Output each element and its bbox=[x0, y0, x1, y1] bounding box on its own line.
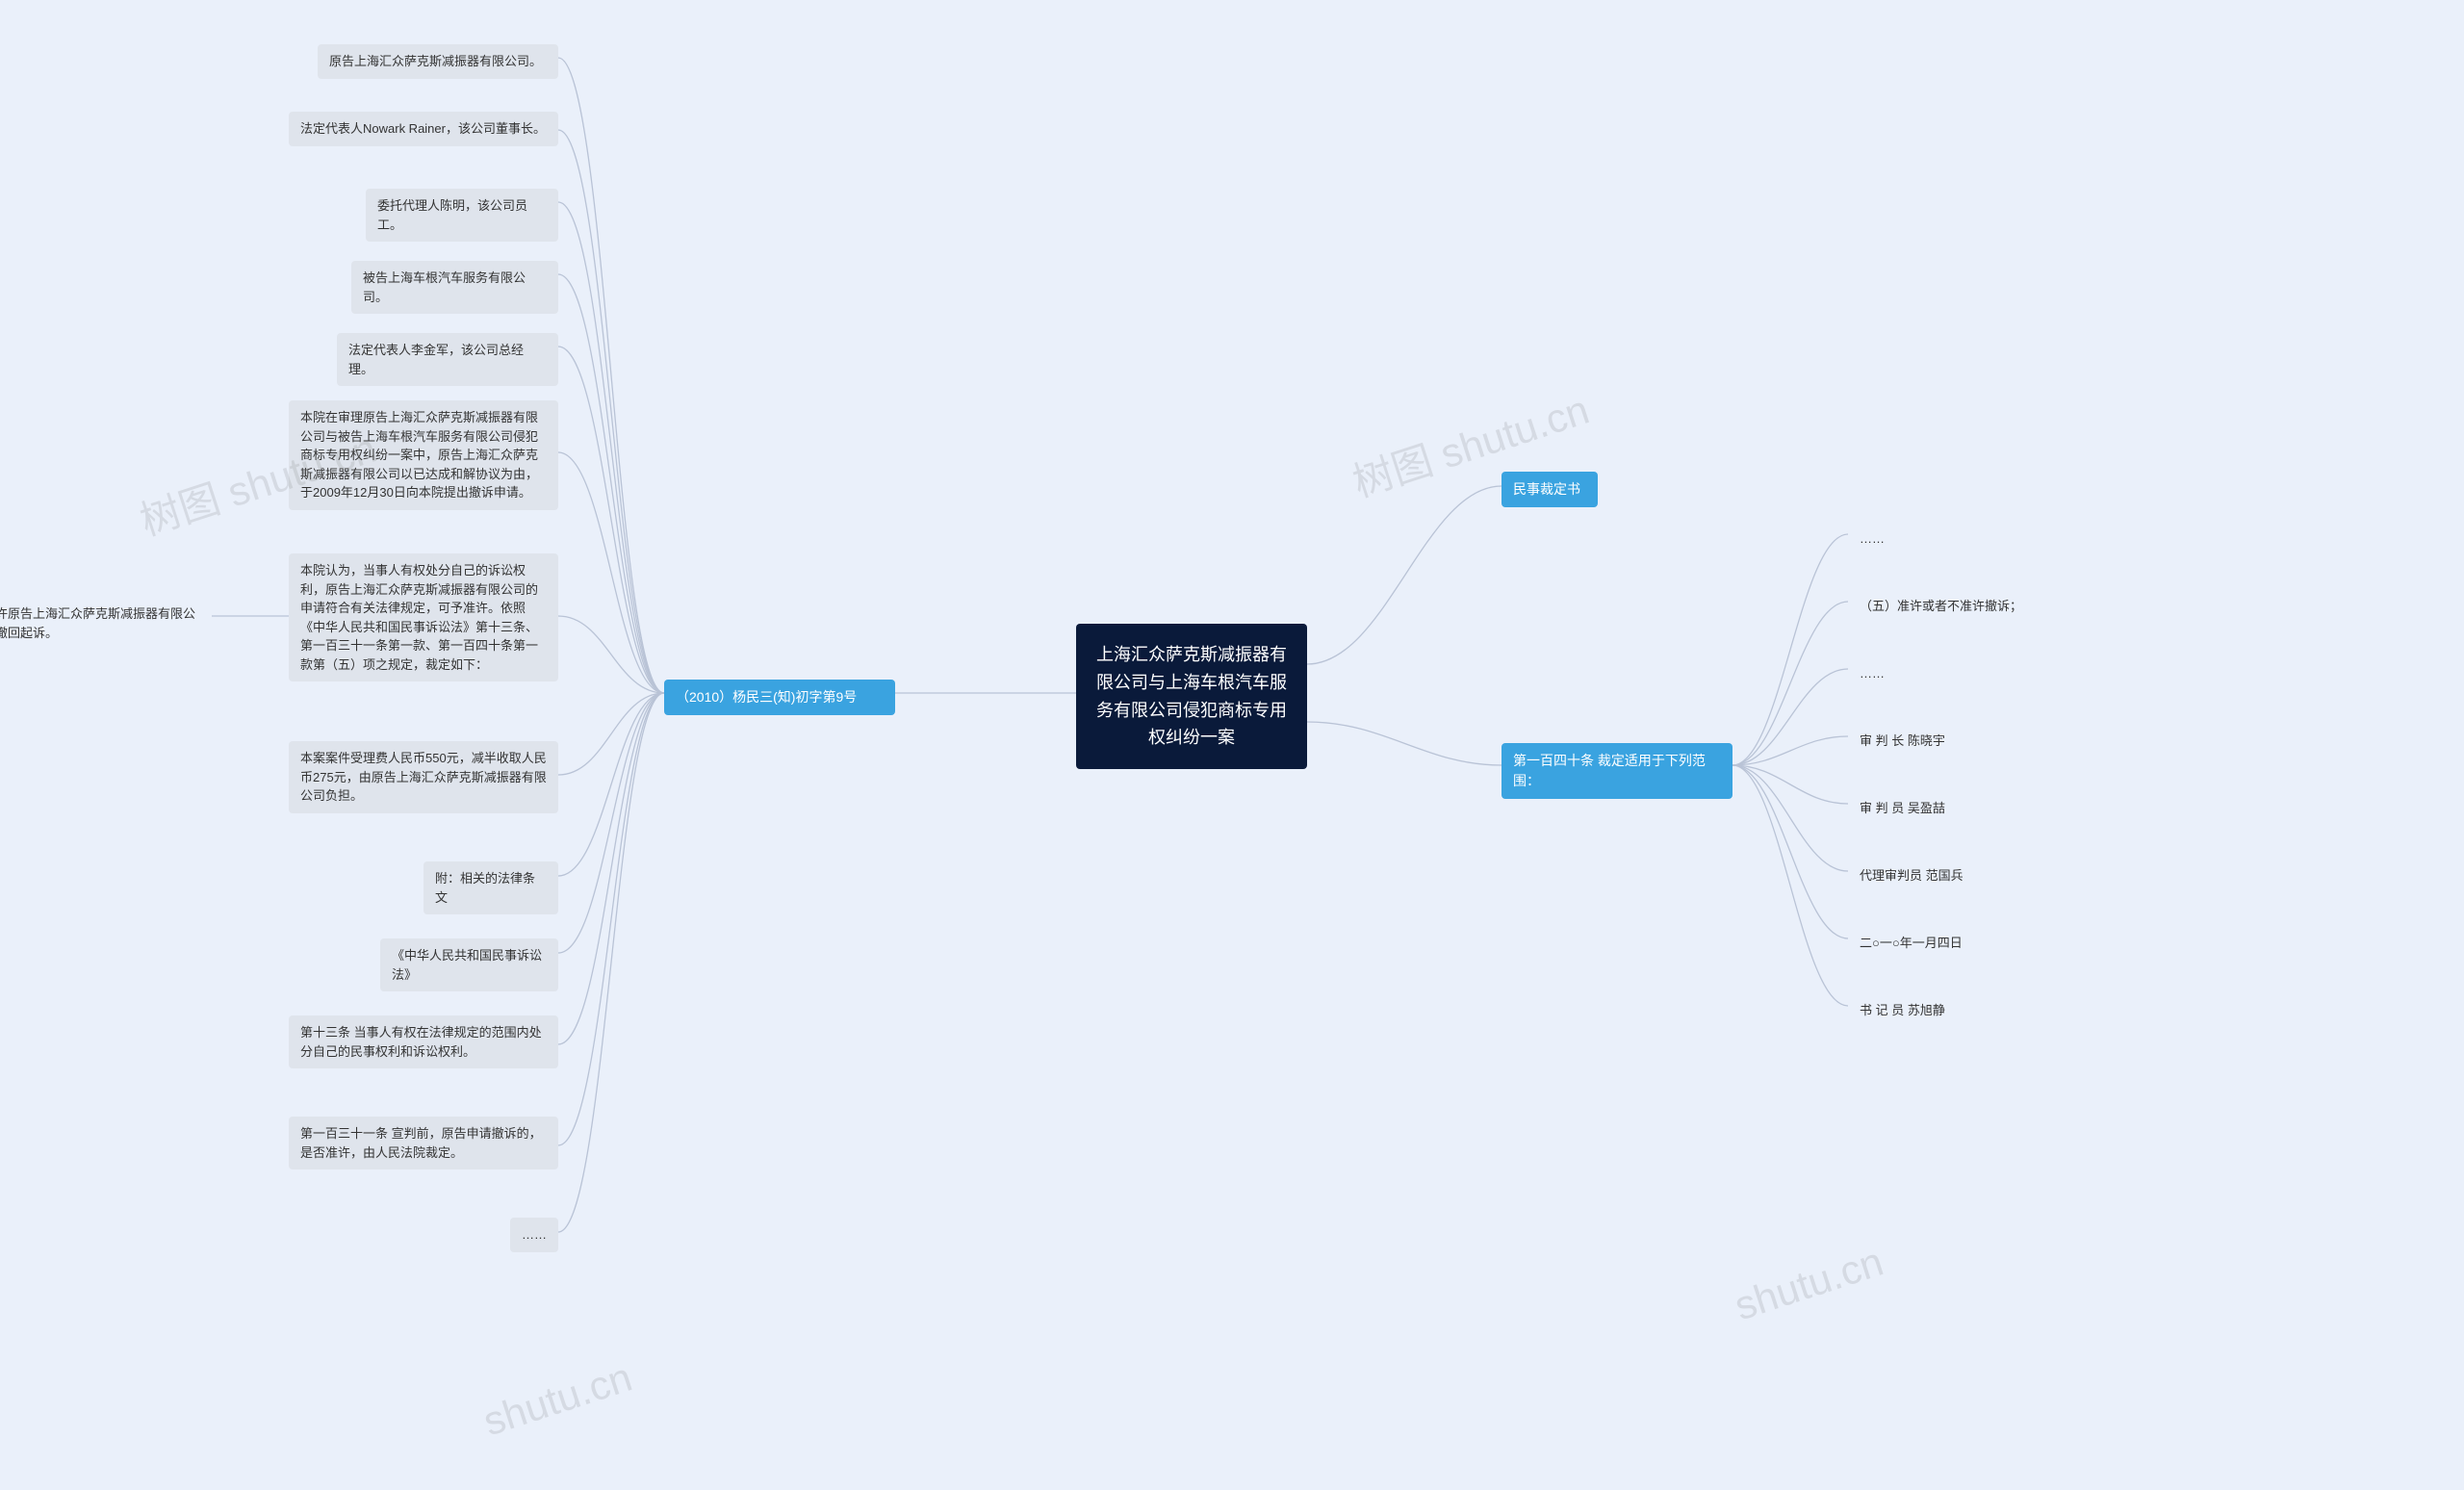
left-child-12: 第一百三十一条 宣判前，原告申请撤诉的，是否准许，由人民法院裁定。 bbox=[289, 1117, 558, 1169]
left-child-2: 法定代表人Nowark Rainer，该公司董事长。 bbox=[289, 112, 558, 146]
left-child-11: 第十三条 当事人有权在法律规定的范围内处分自己的民事权利和诉讼权利。 bbox=[289, 1015, 558, 1068]
left-child-8: 本案案件受理费人民币550元，减半收取人民币275元，由原告上海汇众萨克斯减振器… bbox=[289, 741, 558, 813]
left-child-4: 被告上海车根汽车服务有限公司。 bbox=[351, 261, 558, 314]
left-child-13: …… bbox=[510, 1218, 558, 1252]
right-child-1: …… bbox=[1848, 522, 1896, 556]
watermark-3: shutu.cn bbox=[477, 1354, 637, 1446]
watermark-4: shutu.cn bbox=[1729, 1239, 1888, 1330]
right-child-8: 书 记 员 苏旭静 bbox=[1848, 993, 1957, 1028]
left-child-9: 附：相关的法律条文 bbox=[424, 861, 558, 914]
right-branch-1: 民事裁定书 bbox=[1502, 472, 1598, 507]
left-child-3: 委托代理人陈明，该公司员工。 bbox=[366, 189, 558, 242]
right-child-5: 审 判 员 吴盈喆 bbox=[1848, 791, 1957, 826]
right-child-6: 代理审判员 范国兵 bbox=[1848, 859, 1975, 893]
right-child-3: …… bbox=[1848, 656, 1896, 691]
right-child-7: 二○一○年一月四日 bbox=[1848, 926, 1974, 961]
right-child-2: （五）准许或者不准许撤诉； bbox=[1848, 589, 2034, 624]
left-child-10: 《中华人民共和国民事诉讼法》 bbox=[380, 938, 558, 991]
left-child-5: 法定代表人李金军，该公司总经理。 bbox=[337, 333, 558, 386]
left-branch-label: （2010）杨民三(知)初字第9号 bbox=[664, 680, 895, 715]
right-child-4: 审 判 长 陈晓宇 bbox=[1848, 724, 1957, 758]
right-branch-2: 第一百四十条 裁定适用于下列范围： bbox=[1502, 743, 1732, 799]
left-child-6: 本院在审理原告上海汇众萨克斯减振器有限公司与被告上海车根汽车服务有限公司侵犯商标… bbox=[289, 400, 558, 510]
left-child-7: 本院认为，当事人有权处分自己的诉讼权利，原告上海汇众萨克斯减振器有限公司的申请符… bbox=[289, 553, 558, 681]
left-child-1: 原告上海汇众萨克斯减振器有限公司。 bbox=[318, 44, 558, 79]
root-node: 上海汇众萨克斯减振器有限公司与上海车根汽车服务有限公司侵犯商标专用权纠纷一案 bbox=[1076, 624, 1307, 769]
left-child-7-sub: 准许原告上海汇众萨克斯减振器有限公司撤回起诉。 bbox=[0, 597, 212, 650]
